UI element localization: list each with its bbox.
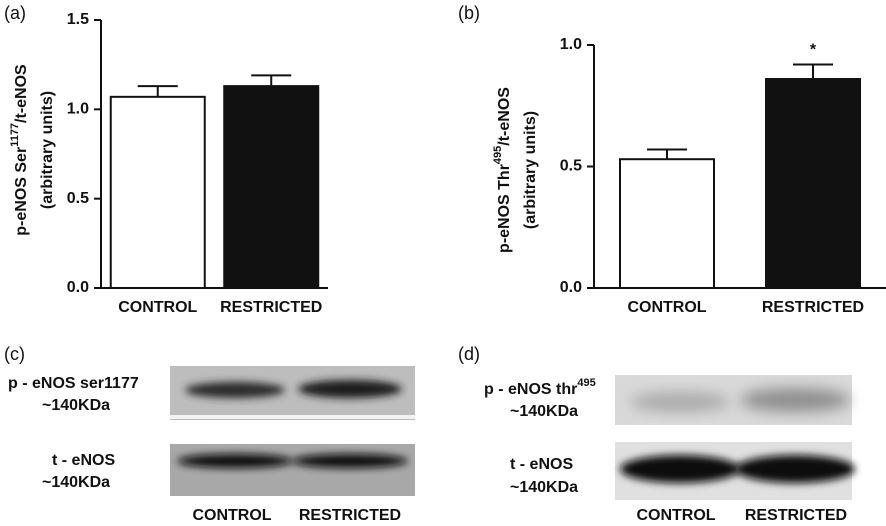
blot-row-label: t - eNOS [510,456,573,473]
panel-label: (d) [458,344,480,364]
blot-image [615,375,855,500]
blot-row-label: t - eNOS [52,452,115,469]
blot-row-sup: 495 [577,377,595,389]
y-axis-label-sup: 1177 [9,123,21,147]
panel-label: (b) [458,3,480,23]
y-tick-label: 1.0 [67,101,89,118]
y-tick-label: 0.0 [67,279,89,296]
blot-row-text: p - eNOS thr [484,381,577,398]
bar [223,85,320,289]
blot-row-label: p - eNOS thr495 [484,377,596,398]
blot-image [170,366,415,496]
blot-mw-label: ~140KDa [510,479,578,496]
y-axis-label: (arbitrary units) [39,91,56,209]
bar [765,78,861,289]
y-tick-label: 0.5 [67,190,89,207]
annotation: * [810,42,817,59]
lane-label: CONTROL [192,507,271,524]
lane-label: RESTRICTED [745,507,847,524]
bar [619,158,715,289]
x-tick-label: CONTROL [118,299,197,316]
blot-mw-label: ~140KDa [510,403,578,420]
y-tick-label: 1.0 [560,36,582,53]
y-axis-label: p-eNOS Thr495/t-eNOS [492,87,513,253]
y-tick-label: 0.5 [560,158,582,175]
blot-mw-label: ~140KDa [42,397,110,414]
x-tick-label: CONTROL [627,299,706,316]
y-axis-label: (arbitrary units) [522,111,539,229]
y-axis-label-text: /t-eNOS [13,64,30,123]
blot-row-label: p - eNOS ser1177 [8,375,139,392]
y-axis-label-text: p-eNOS Ser [13,147,30,236]
y-axis-label-sup: 495 [492,146,504,164]
x-tick-label: RESTRICTED [762,299,864,316]
bar [109,95,206,290]
y-axis-label: p-eNOS Ser1177/t-eNOS [9,64,30,236]
lane-label: RESTRICTED [299,507,401,524]
panel-label: (c) [4,344,25,364]
y-tick-label: 1.5 [67,11,89,28]
y-axis-label-text: p-eNOS Thr [496,164,513,253]
lane-label: CONTROL [636,507,715,524]
x-tick-label: RESTRICTED [220,299,322,316]
y-axis-label-text: /t-eNOS [496,87,513,146]
panel-label: (a) [4,3,26,23]
y-tick-label: 0.0 [560,279,582,296]
blot-mw-label: ~140KDa [42,474,110,491]
